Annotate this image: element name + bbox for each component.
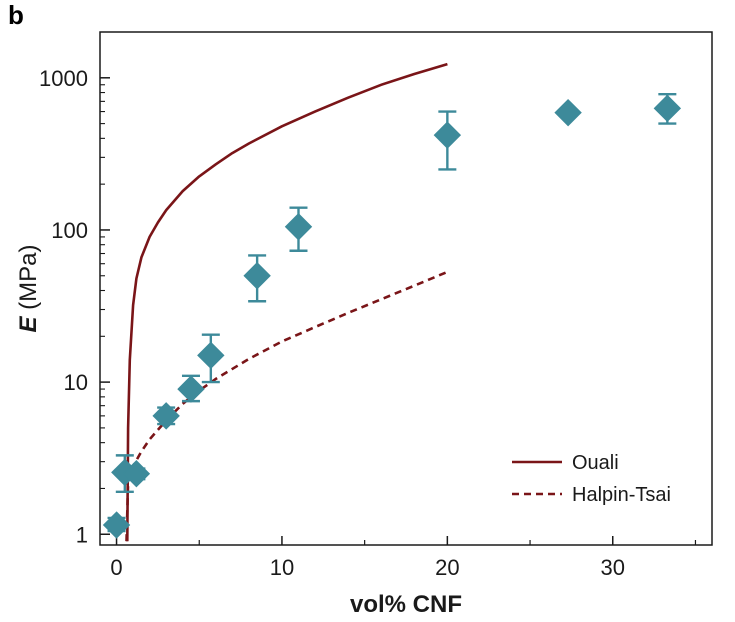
data-point xyxy=(177,374,205,403)
legend-label: Halpin-Tsai xyxy=(572,484,671,506)
diamond-marker xyxy=(197,341,225,370)
panel-label: b xyxy=(8,0,24,30)
plot-frame xyxy=(99,31,713,546)
y-axis-unit: (MPa) xyxy=(15,244,42,316)
data-point xyxy=(102,511,131,539)
y-axis-title: E (MPa) xyxy=(15,244,42,332)
data-point xyxy=(653,93,682,125)
plot-axes xyxy=(99,31,713,546)
x-tick-label: 10 xyxy=(270,555,294,580)
diamond-marker xyxy=(284,213,313,241)
x-tick-label: 20 xyxy=(435,555,459,580)
data-point xyxy=(433,110,462,171)
diamond-marker xyxy=(433,121,462,149)
x-tick-label: 30 xyxy=(601,555,625,580)
tick-labels: 0 10 20 30 1 10 100 1000 xyxy=(39,66,625,580)
diamond-marker xyxy=(102,511,131,539)
y-tick-label: 1 xyxy=(76,522,88,547)
y-tick-label: 100 xyxy=(51,218,88,243)
legend: Ouali Halpin-Tsai xyxy=(512,452,671,506)
y-axis-symbol: E xyxy=(15,316,42,333)
measured-points xyxy=(102,93,682,539)
x-tick-label: 0 xyxy=(110,555,122,580)
diamond-marker xyxy=(152,402,180,430)
model-curves xyxy=(125,62,448,542)
y-tick-label: 10 xyxy=(64,370,88,395)
x-axis-title: vol% CNF xyxy=(350,591,462,618)
diamond-marker xyxy=(653,94,682,123)
legend-label: Ouali xyxy=(572,452,619,474)
y-tick-label: 1000 xyxy=(39,66,88,91)
data-point xyxy=(554,98,582,127)
diamond-marker xyxy=(122,460,151,488)
data-point xyxy=(197,333,225,384)
diamond-marker xyxy=(243,262,271,290)
series-line-ouali xyxy=(126,62,448,542)
data-point xyxy=(122,460,151,488)
diamond-marker xyxy=(554,98,582,127)
diamond-marker xyxy=(177,375,205,403)
data-point xyxy=(243,254,271,303)
data-point xyxy=(152,402,180,430)
data-point xyxy=(284,206,313,252)
